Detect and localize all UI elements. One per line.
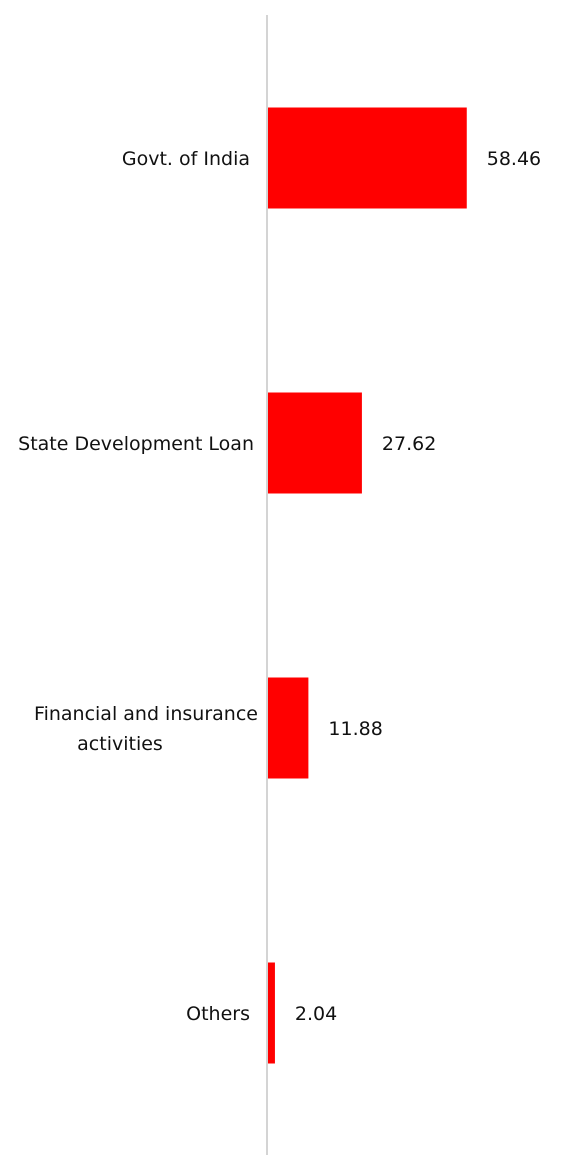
category-labels-group: Govt. of India State Development Loan Fina… [18,148,258,1025]
category-label-1: Govt. of India [122,148,250,170]
bars-group [268,107,467,1064]
bar-1 [268,107,467,209]
category-label-2: State Development Loan [18,433,254,455]
value-label-1: 58.46 [487,148,541,170]
value-label-4: 2.04 [295,1003,337,1025]
bar-4 [268,962,275,1064]
bar-3 [268,677,309,779]
bar-2 [268,392,362,494]
category-label-3: Financial and insurance activities [34,703,258,755]
value-label-2: 27.62 [382,433,436,455]
value-labels-group: 58.46 27.62 11.88 2.04 [295,148,541,1025]
category-label-4: Others [186,1003,250,1025]
value-label-3: 11.88 [328,718,382,740]
